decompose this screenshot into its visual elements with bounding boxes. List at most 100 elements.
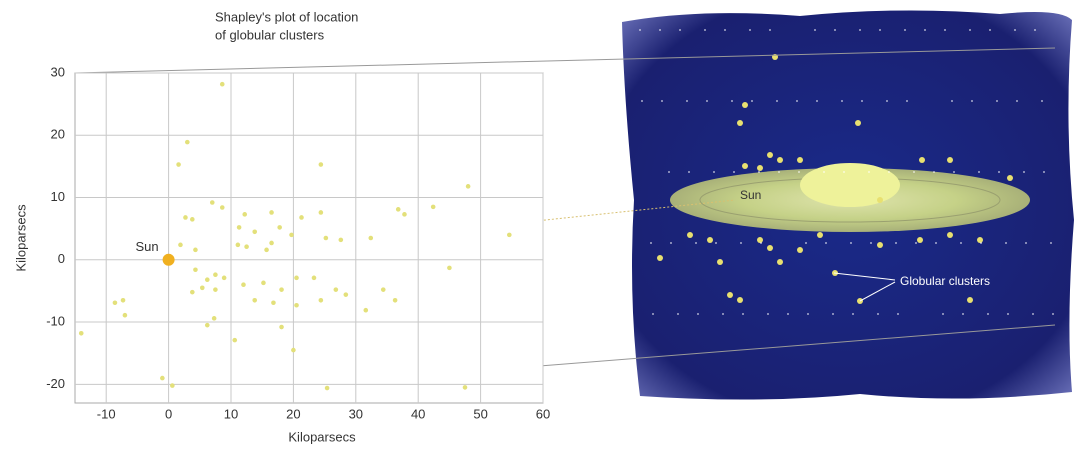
star	[944, 29, 946, 31]
galactic-bulge	[800, 163, 900, 207]
star	[996, 100, 998, 102]
data-point	[199, 285, 205, 291]
star	[1023, 171, 1025, 173]
star	[814, 29, 816, 31]
star	[722, 313, 724, 315]
star	[1032, 313, 1034, 315]
data-point	[235, 242, 241, 248]
data-point	[402, 212, 407, 217]
data-point	[338, 237, 344, 243]
star	[733, 171, 735, 173]
data-point	[221, 275, 227, 281]
illustration-cluster	[877, 197, 883, 203]
illustration-cluster	[917, 237, 923, 243]
illustration-cluster	[877, 242, 883, 248]
star	[1052, 313, 1054, 315]
illustration-cluster	[767, 245, 773, 251]
data-point	[219, 81, 225, 87]
star	[834, 29, 836, 31]
star	[951, 100, 953, 102]
data-point	[447, 265, 452, 271]
star	[906, 100, 908, 102]
star	[998, 171, 1000, 173]
illustration-label: Sun	[740, 188, 761, 202]
star	[641, 100, 643, 102]
illustration-cluster	[855, 120, 861, 126]
star	[962, 313, 964, 315]
star	[861, 100, 863, 102]
star	[852, 313, 854, 315]
data-point	[183, 215, 188, 220]
data-point	[213, 287, 218, 292]
y-tick-label: 0	[58, 251, 65, 266]
star	[895, 242, 897, 244]
x-axis-label: Kiloparsecs	[288, 429, 356, 444]
star	[659, 29, 661, 31]
data-point	[318, 162, 324, 167]
data-point	[160, 375, 165, 381]
star	[787, 313, 789, 315]
data-point	[318, 297, 324, 303]
illustration-cluster	[817, 232, 823, 238]
sun-label: Sun	[135, 239, 158, 254]
data-point	[318, 210, 324, 215]
illustration-cluster	[687, 232, 693, 238]
sun-marker	[162, 253, 175, 266]
y-axis-label: Kiloparsecs	[13, 204, 28, 272]
x-tick-label: 50	[473, 406, 487, 421]
data-point	[269, 240, 274, 246]
data-point	[264, 247, 269, 253]
data-point	[395, 207, 401, 212]
data-point	[324, 385, 330, 391]
data-point	[271, 300, 276, 306]
illustration-label: Globular clusters	[900, 274, 990, 288]
star	[897, 313, 899, 315]
data-point	[294, 302, 299, 308]
illustration-cluster	[919, 157, 925, 163]
star	[841, 100, 843, 102]
star	[953, 171, 955, 173]
y-tick-label: -10	[46, 313, 65, 328]
data-point	[299, 215, 304, 220]
star	[1043, 171, 1045, 173]
data-point	[244, 244, 249, 250]
data-point	[213, 272, 218, 278]
data-point	[241, 282, 246, 287]
data-point	[190, 217, 195, 222]
star	[960, 242, 962, 244]
data-point	[204, 277, 210, 283]
illustration-cluster	[727, 292, 733, 298]
star	[859, 29, 861, 31]
star	[668, 171, 670, 173]
star	[879, 29, 881, 31]
illustration-cluster	[767, 152, 773, 158]
star	[715, 242, 717, 244]
star	[749, 29, 751, 31]
star	[767, 313, 769, 315]
star	[796, 100, 798, 102]
y-tick-label: 10	[51, 189, 65, 204]
star	[980, 242, 982, 244]
data-point	[368, 235, 374, 241]
star	[798, 171, 800, 173]
data-point	[112, 300, 118, 306]
star	[1041, 100, 1043, 102]
star	[868, 171, 870, 173]
illustration-cluster	[977, 237, 983, 243]
star	[978, 171, 980, 173]
illustration-cluster	[742, 163, 748, 169]
star	[825, 242, 827, 244]
data-point	[252, 297, 258, 303]
data-point	[323, 235, 329, 241]
star	[823, 171, 825, 173]
star	[706, 100, 708, 102]
illustration-cluster	[947, 232, 953, 238]
star	[760, 242, 762, 244]
star	[652, 313, 654, 315]
star	[695, 242, 697, 244]
star	[688, 171, 690, 173]
illustration-cluster	[737, 297, 743, 303]
illustration-cluster	[797, 247, 803, 253]
star	[904, 29, 906, 31]
